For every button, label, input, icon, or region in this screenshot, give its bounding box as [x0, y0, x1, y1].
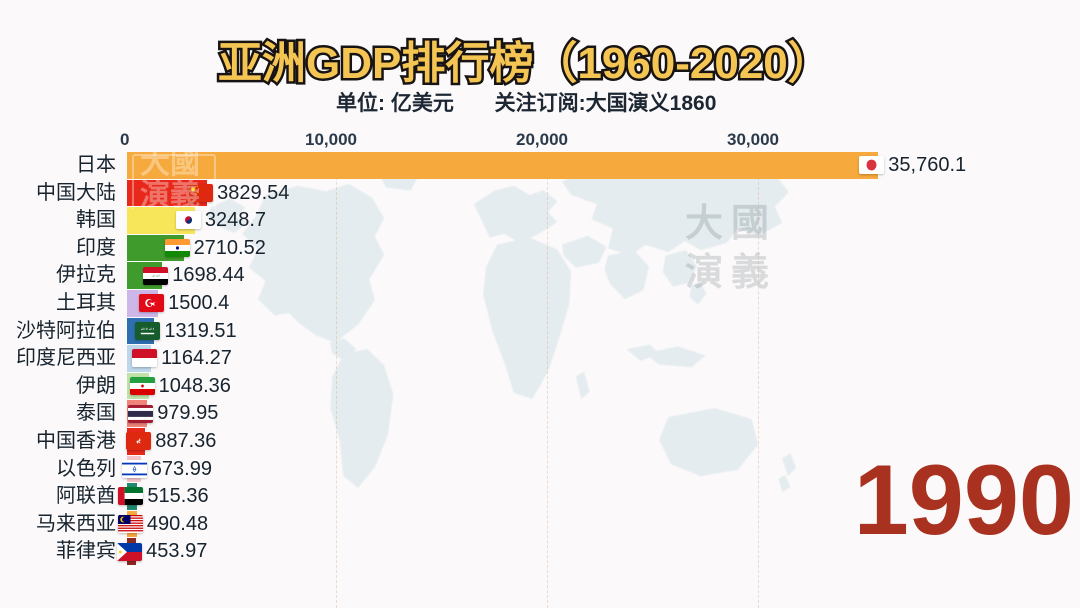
svg-text:لا اله الا الله: لا اله الا الله — [141, 327, 155, 331]
svg-text:الله اكبر: الله اكبر — [151, 273, 161, 277]
